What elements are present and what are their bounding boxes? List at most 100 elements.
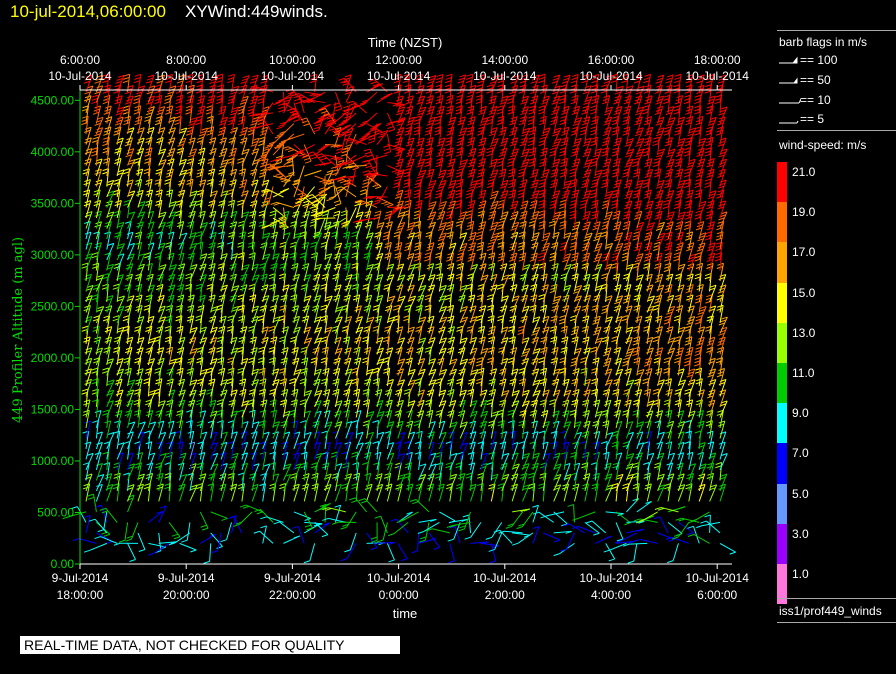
barb-flag bbox=[240, 130, 247, 133]
barb-flag bbox=[177, 77, 185, 81]
barb-flag bbox=[227, 357, 234, 361]
barb-flag bbox=[217, 111, 225, 115]
barb-flag bbox=[404, 189, 412, 193]
barb-staff bbox=[439, 511, 456, 522]
barb-flag bbox=[133, 97, 140, 101]
barb-flag bbox=[238, 252, 245, 256]
barb-staff bbox=[106, 347, 111, 366]
barb-staff bbox=[334, 316, 343, 334]
barb-staff bbox=[251, 431, 258, 450]
barb-flag bbox=[209, 340, 216, 344]
barb-flag bbox=[160, 159, 167, 163]
barb-flag bbox=[227, 77, 235, 80]
barb-staff bbox=[459, 147, 464, 166]
barb-staff bbox=[147, 158, 152, 177]
barb-flag bbox=[262, 203, 269, 207]
barb-flag bbox=[236, 202, 244, 206]
barb-staff bbox=[85, 127, 92, 145]
barb-flag bbox=[103, 94, 111, 98]
barb-flag bbox=[186, 98, 194, 102]
barb-flag bbox=[219, 140, 226, 144]
barb-staff bbox=[231, 452, 239, 471]
barb-staff bbox=[179, 379, 186, 397]
barb-flag bbox=[243, 264, 250, 268]
barb-flag bbox=[335, 186, 342, 190]
barb-staff bbox=[199, 347, 204, 366]
barb-staff bbox=[231, 116, 236, 135]
barb-staff bbox=[85, 441, 92, 460]
barb-staff bbox=[158, 242, 166, 261]
barb-flag bbox=[351, 420, 358, 423]
barb-staff bbox=[116, 169, 125, 187]
barb-flag bbox=[425, 90, 432, 94]
barb-flag bbox=[263, 253, 271, 257]
barb-flag bbox=[210, 231, 217, 235]
barb-flag bbox=[336, 124, 343, 128]
barb-staff bbox=[189, 315, 195, 334]
barb-flag bbox=[391, 169, 399, 173]
barb-flag bbox=[84, 305, 91, 309]
barb-staff bbox=[95, 306, 105, 324]
barb-staff bbox=[168, 137, 176, 156]
barb-flag bbox=[261, 203, 268, 207]
barb-staff bbox=[189, 294, 195, 313]
barb-staff bbox=[272, 421, 281, 439]
barb-flag bbox=[226, 192, 233, 196]
barb-flag bbox=[236, 160, 244, 164]
barb-flag bbox=[168, 148, 176, 151]
barb-flag bbox=[216, 90, 223, 94]
barb-staff bbox=[272, 231, 278, 250]
barb-flag bbox=[414, 241, 422, 245]
barb-flag bbox=[238, 234, 245, 238]
barb-staff bbox=[168, 201, 177, 219]
barb-staff bbox=[137, 137, 145, 156]
barb-flag bbox=[351, 234, 358, 238]
barb-flag bbox=[252, 116, 259, 120]
barb-staff bbox=[168, 253, 175, 271]
barb-staff bbox=[95, 347, 104, 366]
barb-staff bbox=[95, 463, 103, 481]
barb-flag bbox=[287, 149, 295, 153]
barb-flag bbox=[128, 379, 135, 383]
barb-flag bbox=[147, 210, 154, 214]
barb-staff bbox=[137, 221, 144, 240]
barb-flag bbox=[435, 80, 442, 84]
barb-staff bbox=[85, 232, 92, 250]
barb-staff bbox=[272, 221, 277, 240]
barb-staff bbox=[116, 483, 120, 502]
barb-flag bbox=[231, 452, 239, 456]
barb-flag bbox=[195, 283, 203, 287]
barb-staff bbox=[158, 441, 164, 460]
barb-staff bbox=[127, 347, 133, 366]
barb-flag bbox=[156, 80, 163, 84]
barb-staff bbox=[324, 295, 333, 313]
barb-flag bbox=[91, 367, 99, 371]
barb-staff bbox=[148, 511, 164, 523]
barb-flag bbox=[237, 370, 244, 374]
barb-flag bbox=[190, 389, 197, 393]
barb-staff bbox=[179, 169, 188, 187]
barb-flag bbox=[180, 232, 188, 236]
barb-flag bbox=[414, 252, 422, 256]
barb-staff bbox=[189, 105, 193, 124]
barb-flag bbox=[165, 409, 173, 413]
barb-staff bbox=[137, 484, 144, 502]
barb-staff bbox=[95, 378, 99, 397]
barb-flag bbox=[334, 203, 342, 207]
barb-staff bbox=[272, 389, 277, 408]
barb-staff bbox=[106, 441, 111, 460]
barb-flag bbox=[123, 202, 130, 206]
barb-flag bbox=[280, 423, 287, 427]
barb-flag bbox=[436, 73, 444, 77]
barb-flag bbox=[170, 358, 177, 362]
barb-flag bbox=[275, 158, 282, 162]
barb-flag bbox=[237, 111, 244, 115]
barb-flag bbox=[362, 402, 370, 406]
barb-staff bbox=[179, 221, 185, 240]
barb-flag bbox=[92, 420, 99, 424]
barb-flag bbox=[279, 483, 286, 487]
barb-flag bbox=[436, 77, 443, 81]
barb-staff bbox=[147, 410, 154, 429]
barb-flag bbox=[97, 529, 104, 533]
barb-flag bbox=[231, 253, 238, 257]
